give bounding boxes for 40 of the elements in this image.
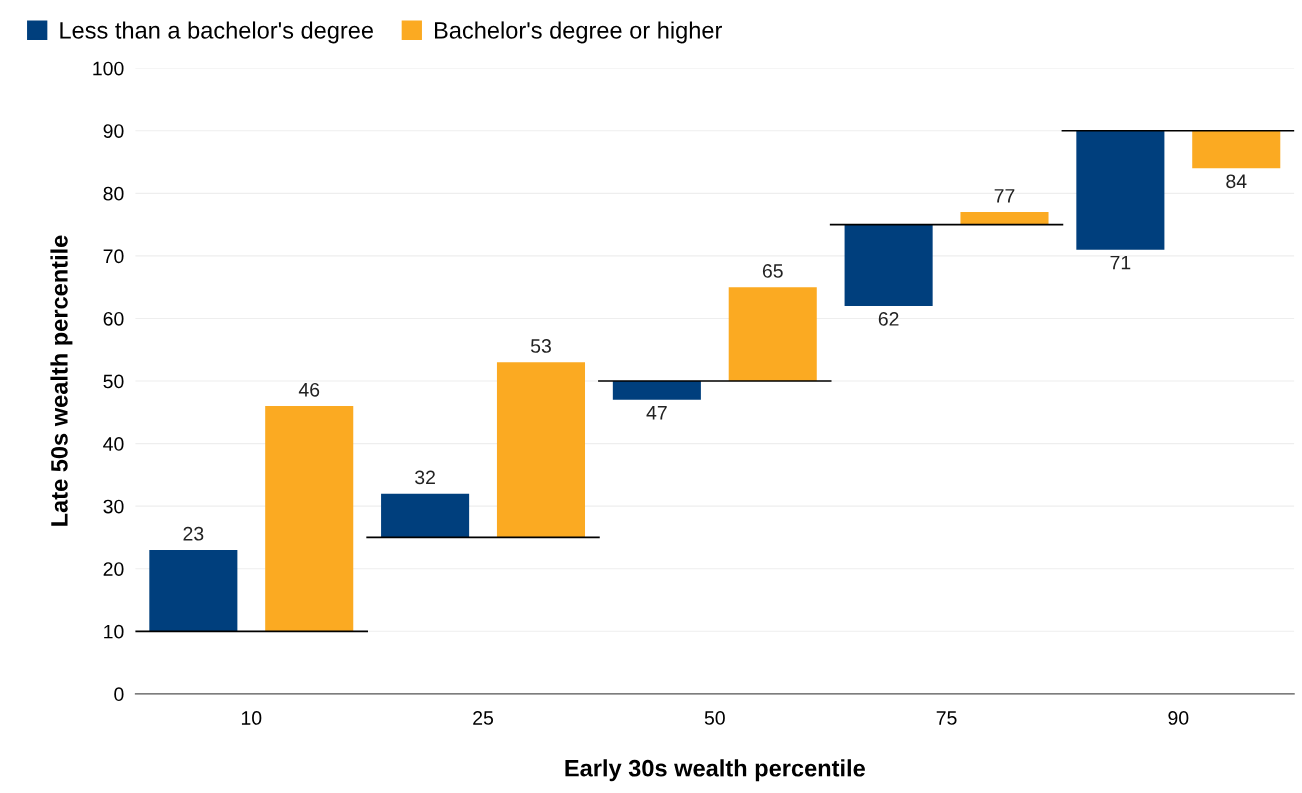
y-tick-label: 50: [103, 374, 124, 389]
x-tick-label: 25: [473, 711, 494, 725]
data-label: 65: [762, 264, 783, 278]
bar: [496, 362, 586, 538]
data-label: 23: [183, 526, 204, 541]
legend-label: Less than a bachelor's degree: [60, 21, 374, 44]
data-label: 32: [415, 470, 435, 485]
data-label: 53: [530, 339, 551, 353]
bar: [960, 212, 1049, 225]
bar: [1076, 130, 1165, 250]
y-tick-label: 70: [103, 249, 124, 264]
bar: [844, 224, 933, 306]
y-tick-label: 0: [114, 687, 124, 702]
data-label: 71: [1110, 255, 1131, 270]
y-tick-label: 90: [103, 124, 124, 138]
bar: [728, 287, 817, 382]
data-label: 84: [1226, 174, 1247, 189]
data-label: 77: [994, 189, 1015, 203]
x-tick-label: 10: [241, 711, 262, 725]
y-tick-label: 100: [93, 61, 124, 76]
bar: [612, 381, 701, 400]
bar: [381, 493, 470, 538]
bar: [149, 549, 238, 632]
y-tick-label: 40: [103, 437, 124, 451]
x-axis-title: Early 30s wealth percentile: [565, 759, 865, 782]
bar: [265, 406, 354, 632]
x-tick-label: 50: [704, 711, 725, 725]
y-tick-label: 30: [103, 499, 124, 514]
y-tick-label: 10: [104, 624, 124, 639]
x-tick-label: 90: [1168, 711, 1189, 725]
bar: [1192, 130, 1281, 169]
y-axis-title: Late 50s wealth percentile: [50, 235, 73, 526]
legend-label: Bachelor's degree or higher: [435, 21, 722, 44]
y-tick-label: 60: [103, 311, 124, 326]
data-label: 62: [878, 312, 899, 326]
y-tick-label: 80: [103, 186, 124, 201]
x-tick-label: 75: [936, 711, 957, 725]
y-tick-label: 20: [103, 562, 124, 576]
data-label: 47: [646, 406, 667, 420]
data-label: 46: [298, 382, 320, 397]
